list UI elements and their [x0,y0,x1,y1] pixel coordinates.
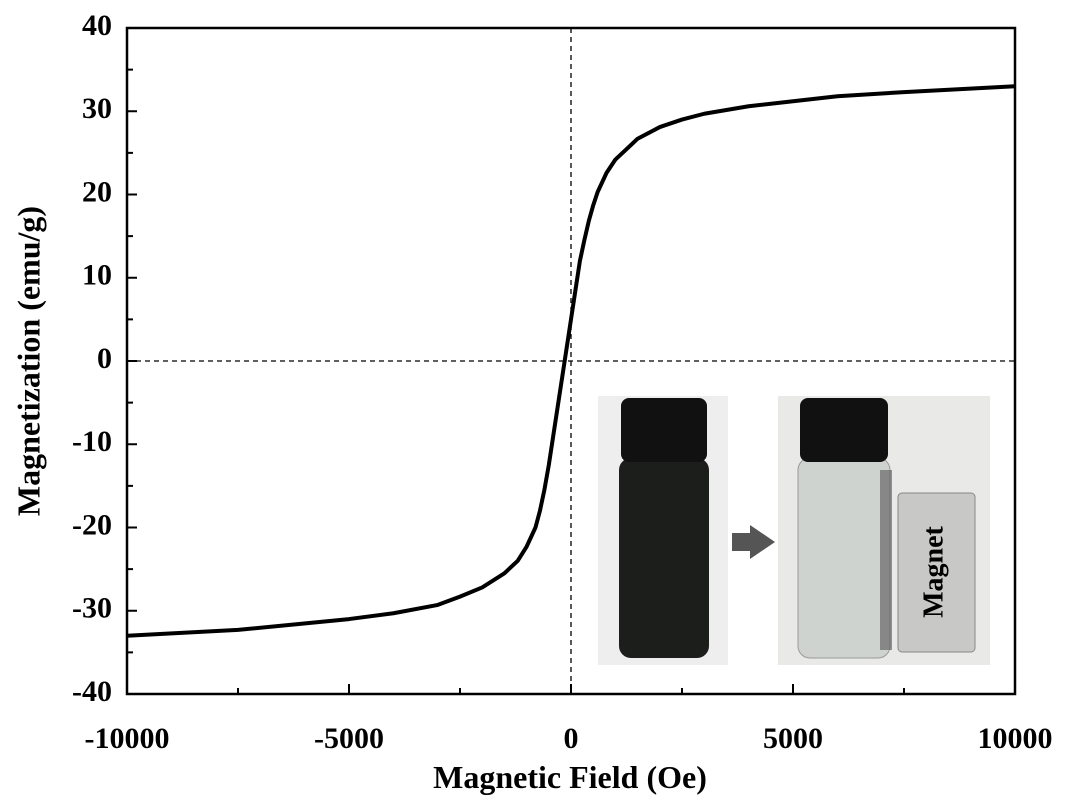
x-tick-label: -10000 [85,722,170,755]
arrow [732,525,775,559]
y-tick-label: 10 [82,259,112,292]
vial-cap [621,398,707,462]
x-tick-label: 0 [564,722,579,755]
y-tick-label: -10 [72,425,112,458]
x-tick-label: 10000 [978,722,1053,755]
vial-cap [800,398,888,462]
magnetization-curve [126,84,1016,638]
magnet-label: Magnet [918,525,949,617]
y-tick-label: -40 [72,675,112,708]
particles [880,470,892,650]
magnet-block [897,492,976,653]
y-axis-title: Magnetization (emu/g) [10,206,46,516]
y-tick-label: 20 [82,175,112,208]
x-axis-title: Magnetic Field (Oe) [433,759,707,795]
y-tick-label: -20 [72,508,112,541]
vial-clear [797,457,891,659]
y-tick-label: 0 [97,342,112,375]
x-tick-label: 5000 [763,722,823,755]
y-tick-label: -30 [72,592,112,625]
vial-dark [619,458,709,658]
y-tick-label: 40 [82,9,112,42]
y-tick-label: 30 [82,92,112,125]
inset-photos: Magnet [598,396,990,665]
x-tick-label: -5000 [314,722,384,755]
